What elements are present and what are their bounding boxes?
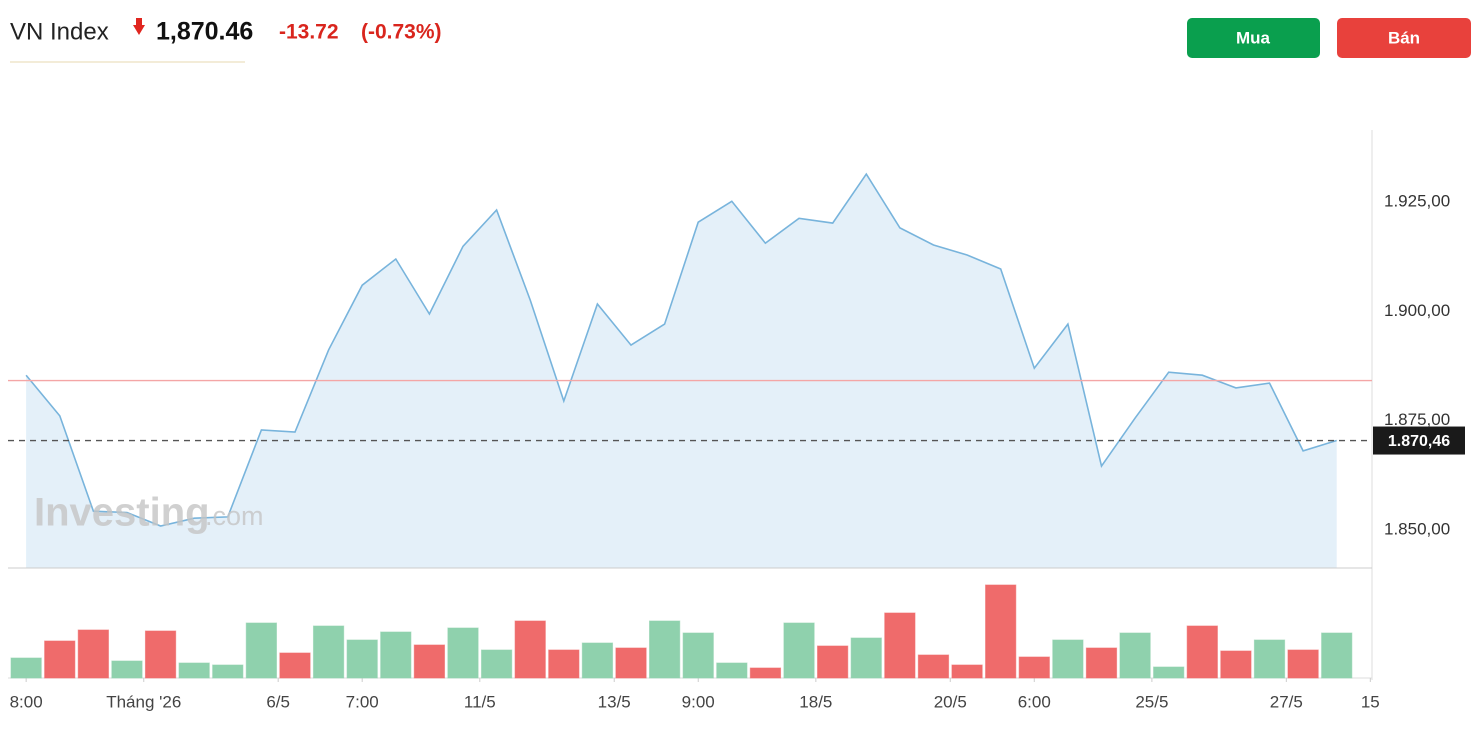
volume-bar bbox=[1052, 639, 1084, 679]
volume-bar bbox=[985, 584, 1017, 679]
volume-bar bbox=[615, 647, 647, 679]
volume-bar bbox=[245, 622, 277, 679]
last-price-box bbox=[1373, 426, 1465, 455]
x-tick-label: 11/5 bbox=[464, 692, 496, 711]
x-tick-label: 15 bbox=[1361, 692, 1380, 711]
volume-bar bbox=[279, 652, 311, 679]
volume-bar bbox=[144, 630, 177, 679]
volume-bar bbox=[548, 649, 580, 679]
x-tick-label: Tháng '26 bbox=[106, 692, 181, 711]
volume-bar bbox=[1253, 639, 1286, 679]
volume-bar bbox=[44, 640, 76, 679]
sell-label[interactable]: Bán bbox=[1388, 28, 1420, 47]
x-tick-label: 9:00 bbox=[682, 692, 715, 711]
volume-bar bbox=[10, 657, 42, 679]
x-tick-label: 6:00 bbox=[1018, 692, 1051, 711]
volume-bar bbox=[1321, 632, 1353, 679]
x-tick-label: 6/5 bbox=[266, 692, 290, 711]
index-change-pct: (-0.73%) bbox=[361, 21, 442, 44]
x-tick-label: 13/5 bbox=[598, 692, 631, 711]
volume-bar bbox=[850, 637, 882, 679]
volume-bar bbox=[514, 620, 546, 679]
volume-bar bbox=[581, 642, 614, 679]
volume-bar bbox=[77, 629, 109, 679]
x-tick-label: 7:00 bbox=[346, 692, 379, 711]
volume-bar bbox=[1153, 666, 1185, 679]
volume-bar bbox=[447, 627, 479, 679]
volume-bar bbox=[951, 664, 983, 679]
volume-bar bbox=[1085, 647, 1118, 679]
watermark-suffix: .com bbox=[205, 501, 264, 531]
down-arrow bbox=[133, 18, 145, 35]
index-title: VN Index bbox=[10, 18, 109, 45]
y-tick-label: 1.900,00 bbox=[1384, 301, 1450, 320]
volume-bar bbox=[783, 622, 815, 679]
volume-bar bbox=[1119, 632, 1151, 679]
index-price: 1,870.46 bbox=[156, 18, 253, 46]
volume-bar bbox=[312, 625, 345, 679]
volume-bar bbox=[480, 649, 513, 679]
volume-bar bbox=[884, 612, 916, 679]
sell-button[interactable] bbox=[1337, 18, 1471, 58]
y-tick-label: 1.925,00 bbox=[1384, 192, 1450, 211]
x-tick-label: 27/5 bbox=[1270, 692, 1303, 711]
volume-bar bbox=[716, 662, 748, 679]
volume-bar bbox=[1186, 625, 1218, 679]
volume-bar bbox=[649, 620, 681, 679]
volume-bar bbox=[212, 664, 244, 679]
index-change: -13.72 bbox=[279, 21, 339, 44]
volume-bar bbox=[413, 644, 446, 679]
x-tick-label: 25/5 bbox=[1135, 692, 1168, 711]
y-tick-label: 1.850,00 bbox=[1384, 519, 1450, 538]
volume-bar bbox=[1220, 650, 1252, 679]
last-price-label: 1.870,46 bbox=[1388, 433, 1450, 450]
x-tick-label: 8:00 bbox=[10, 692, 43, 711]
x-tick-label: 18/5 bbox=[799, 692, 832, 711]
volume-bar bbox=[682, 632, 714, 679]
price-line bbox=[25, 172, 1337, 527]
volume-bar bbox=[111, 660, 143, 679]
plot bbox=[25, 172, 1337, 568]
volume-bar bbox=[817, 645, 849, 679]
volume-bar bbox=[346, 639, 378, 679]
volume-bar bbox=[178, 662, 210, 679]
y-tick-label: 1.875,00 bbox=[1384, 410, 1450, 429]
volume-bar bbox=[749, 667, 782, 679]
volume-bar bbox=[1287, 649, 1319, 679]
buy-button[interactable] bbox=[1187, 18, 1320, 58]
buy-label[interactable]: Mua bbox=[1236, 28, 1271, 47]
volume-bar bbox=[917, 654, 950, 679]
x-tick-label: 20/5 bbox=[934, 692, 967, 711]
volume-bar bbox=[380, 631, 412, 679]
price-area bbox=[26, 174, 1337, 568]
watermark-brand: Investing bbox=[34, 491, 210, 535]
volume-bar bbox=[1018, 656, 1050, 679]
